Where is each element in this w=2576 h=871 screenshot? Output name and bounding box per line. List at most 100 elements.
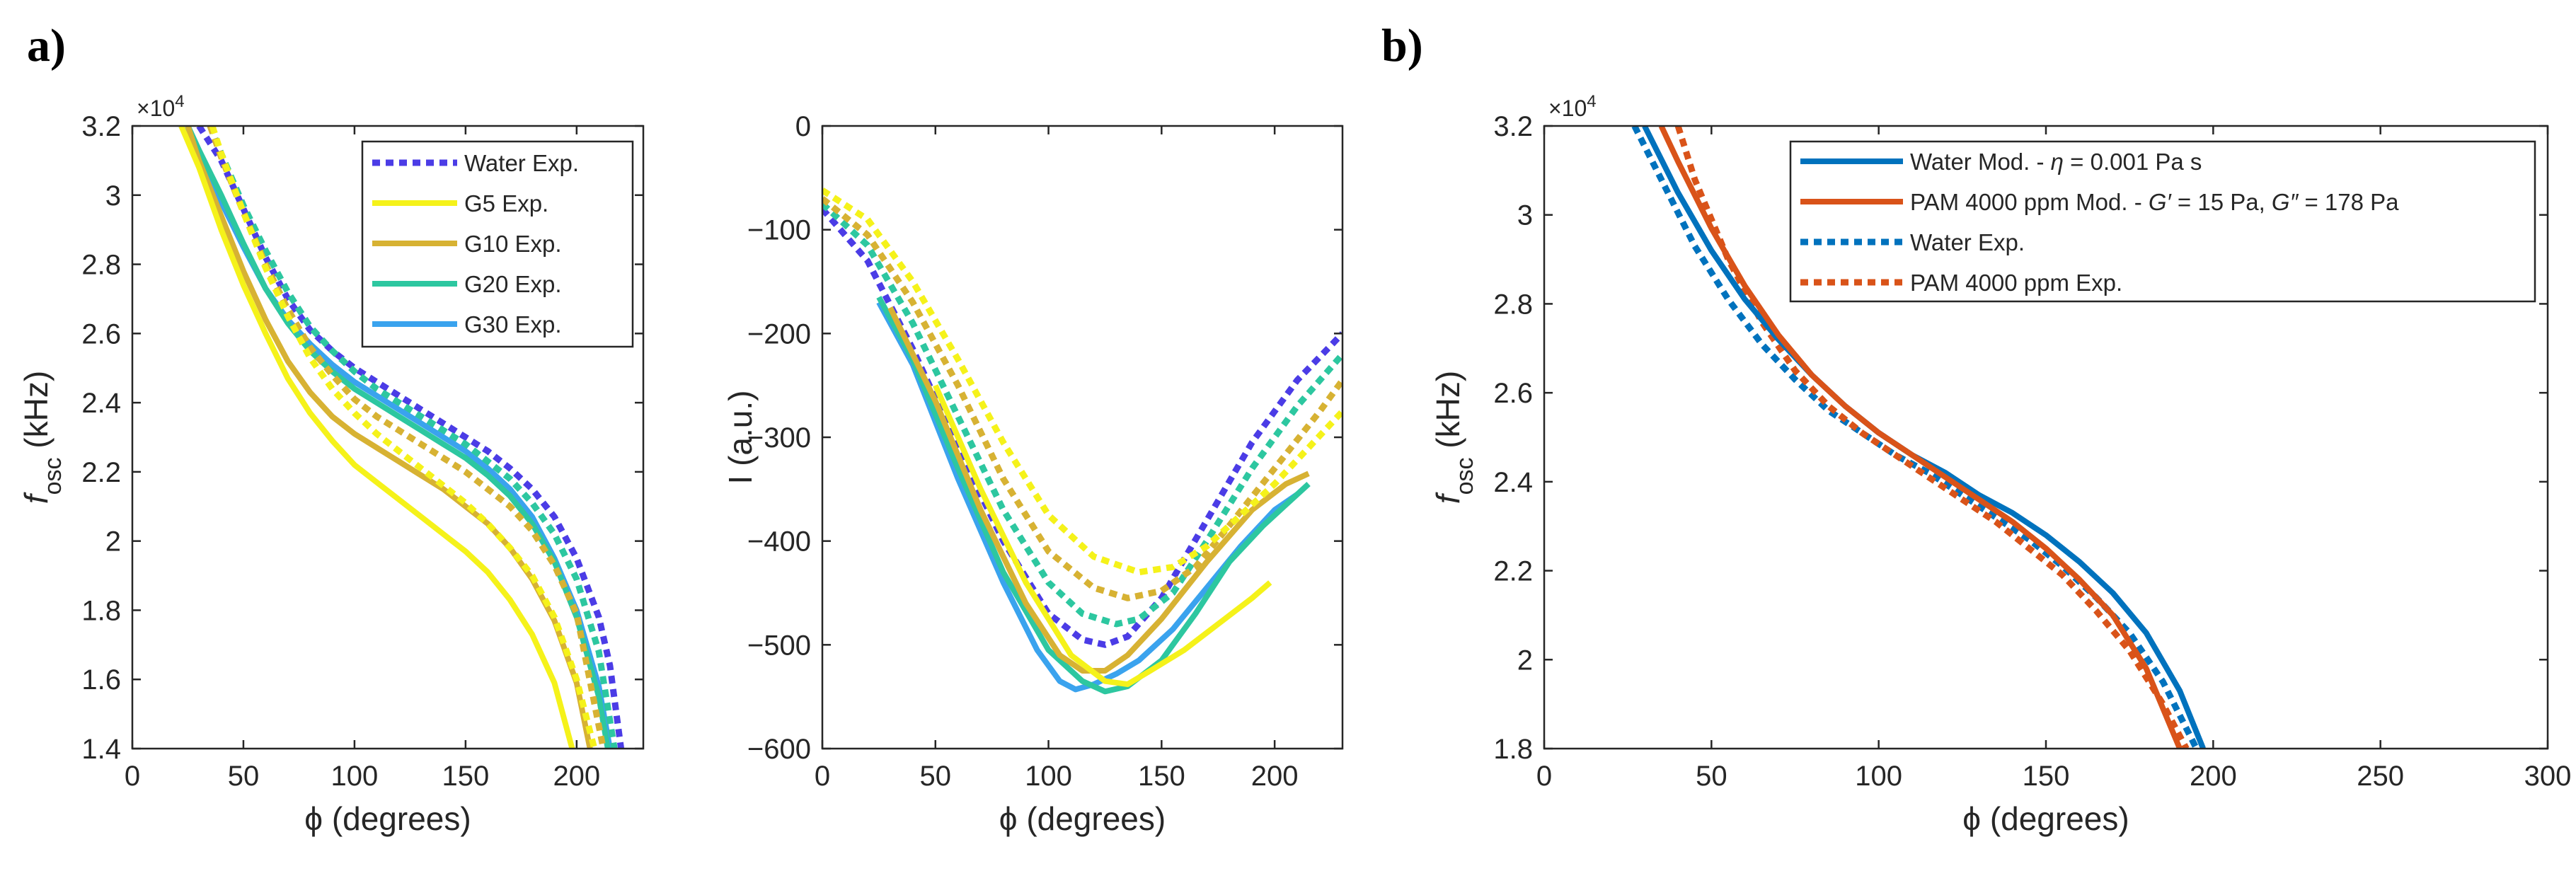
axes-box xyxy=(131,125,645,750)
legend-item-water-exp: Water Exp. xyxy=(372,150,579,176)
series-group xyxy=(1631,126,2206,749)
series-line-water-exp xyxy=(196,126,625,749)
x-tick-label: 250 xyxy=(2357,761,2404,792)
legend-label: PAM 4000 ppm Mod. - G′ = 15 Pa, G″ = 178… xyxy=(1910,189,2399,215)
y-tick-label: 2 xyxy=(1517,645,1533,676)
y-axis-exponent: ×104 xyxy=(1548,92,1597,122)
series-line-g5-exp xyxy=(178,126,575,749)
axes-box xyxy=(821,125,1344,750)
series-line-pam-4000-ppm-exp xyxy=(1674,126,2190,749)
legend-label: G30 Exp. xyxy=(464,311,562,338)
chart-frequency-vs-phase-glycerol: 0 50 100 150 200 1.4 1.6 1.8 2 2.2 2.4 2.6 2.8 3 3.2 ϕ … xyxy=(18,92,645,837)
y-tick-label: 2 xyxy=(105,526,121,558)
y-tick-label: 2.6 xyxy=(81,318,121,350)
y-axis-exponent-base: ×10 xyxy=(137,96,175,121)
x-axis-label: ϕ (degrees) xyxy=(304,800,471,837)
y-tick-label: 3.2 xyxy=(1493,111,1533,142)
series-line-g20-exp-dashed xyxy=(822,201,1342,628)
y-axis-exponent-power: 4 xyxy=(175,92,184,111)
series-group xyxy=(178,126,625,749)
y-tick-label: −400 xyxy=(747,526,811,558)
legend-label-value: = 178 Pa xyxy=(2298,189,2399,215)
y-axis-label-unit: (kHz) xyxy=(18,371,54,458)
legend-item-g5-exp: G5 Exp. xyxy=(372,190,548,217)
series-line-g5-exp xyxy=(933,384,1272,688)
legend-label-text: PAM 4000 ppm Exp. xyxy=(1910,270,2122,296)
y-axis-label: fosc (kHz) xyxy=(18,371,67,504)
legend-label: Water Exp. xyxy=(464,150,579,176)
legend-item-g10-exp: G10 Exp. xyxy=(372,231,562,257)
legend-item-pam-4000-ppm-mod: PAM 4000 ppm Mod. - G′ = 15 Pa, G″ = 178… xyxy=(1800,189,2399,215)
x-tick-label: 300 xyxy=(2524,761,2572,792)
y-tick-label: 1.8 xyxy=(81,595,121,626)
y-tick-label: 3.2 xyxy=(81,111,121,142)
y-tick-label: 2.8 xyxy=(81,250,121,281)
y-axis-label-symbol: f xyxy=(1430,492,1466,504)
legend: Water Exp. G5 Exp. G10 Exp. G20 Exp. G30 Exp… xyxy=(361,140,634,348)
y-axis-label: fosc (kHz) xyxy=(1430,371,1478,504)
y-tick-label: 1.6 xyxy=(81,664,121,696)
chart-frequency-vs-phase-pam: 0 50 100 150 200 250 300 1.8 2 2.2 2.4 2.6 2.8 3 3.2 ϕ … xyxy=(1430,92,2571,838)
legend-label-symbol: G′ xyxy=(2149,189,2173,215)
y-tick-label: 2.4 xyxy=(1493,467,1533,498)
y-tick-label: −500 xyxy=(747,630,811,661)
y-tick-label: −200 xyxy=(747,318,811,350)
chart-intensity-vs-phase: 0 50 100 150 200 −600 −500 −400 −300 −200 −100 0 ϕ (… xyxy=(722,111,1344,837)
y-axis-label-symbol: f xyxy=(18,492,54,504)
legend-label: Water Exp. xyxy=(1910,229,2025,255)
legend-label-value: = 15 Pa, xyxy=(2171,189,2272,215)
x-tick-label: 200 xyxy=(553,761,600,792)
series-line-g10-exp xyxy=(185,126,593,749)
y-axis-label-unit: (kHz) xyxy=(1430,371,1466,458)
series-line-g10-exp-dashed xyxy=(822,196,1342,601)
series-line-g10-exp xyxy=(887,306,1310,674)
legend-item-water-exp: Water Exp. xyxy=(1800,229,2025,255)
legend-label-text: PAM 4000 ppm Mod. - xyxy=(1910,189,2149,215)
x-tick-label: 0 xyxy=(1536,761,1552,792)
legend-label: Water Mod. - η = 0.001 Pa s xyxy=(1910,149,2202,175)
legend-item-g20-exp: G20 Exp. xyxy=(372,271,562,297)
y-axis-exponent-power: 4 xyxy=(1587,92,1596,111)
series-line-g5-exp-dashed xyxy=(822,188,1342,576)
y-tick-label: 2.8 xyxy=(1493,289,1533,320)
x-tick-label: 150 xyxy=(442,761,489,792)
panel-b-label: b) xyxy=(1381,20,1423,71)
x-tick-label: 100 xyxy=(331,761,379,792)
x-tick-label: 50 xyxy=(228,761,260,792)
y-tick-label: 3 xyxy=(105,180,121,212)
legend: Water Mod. - η = 0.001 Pa s PAM 4000 ppm … xyxy=(1789,140,2536,303)
y-tick-label: 2.2 xyxy=(1493,556,1533,587)
x-tick-label: 200 xyxy=(2190,761,2237,792)
y-axis-label-subscript: osc xyxy=(40,457,67,495)
y-axis-exponent: ×104 xyxy=(137,92,185,122)
y-tick-label: 3 xyxy=(1517,200,1533,231)
x-tick-label: 0 xyxy=(815,761,830,792)
y-tick-label: 0 xyxy=(795,111,811,142)
x-tick-label: 100 xyxy=(1025,761,1072,792)
legend-label-text: Water Exp. xyxy=(1910,229,2025,255)
x-tick-label: 200 xyxy=(1251,761,1299,792)
series-line-water-exp xyxy=(822,207,1342,648)
y-axis-label: I (a.u.) xyxy=(722,391,759,485)
legend-label-symbol: η xyxy=(2051,149,2064,175)
x-axis-label: ϕ (degrees) xyxy=(999,800,1166,837)
legend-item-g30-exp: G30 Exp. xyxy=(372,311,562,338)
legend-label-text: Water Mod. - xyxy=(1910,149,2051,175)
legend-item-pam-4000-ppm-exp: PAM 4000 ppm Exp. xyxy=(1800,270,2122,296)
y-tick-label: −600 xyxy=(747,734,811,765)
legend-box xyxy=(1789,140,2536,303)
legend-label-value: = 0.001 Pa s xyxy=(2064,149,2202,175)
y-tick-label: −100 xyxy=(747,215,811,246)
x-axis-label: ϕ (degrees) xyxy=(1962,800,2129,837)
x-tick-label: 150 xyxy=(2023,761,2070,792)
y-tick-label: 1.8 xyxy=(1493,734,1533,765)
y-tick-label: 2.2 xyxy=(81,457,121,488)
series-line-pam-4000-ppm-mod xyxy=(1658,126,2183,749)
y-tick-label: 2.6 xyxy=(1493,378,1533,409)
x-tick-label: 0 xyxy=(125,761,140,792)
legend-label: G20 Exp. xyxy=(464,271,562,297)
series-group xyxy=(822,188,1342,695)
x-tick-label: 100 xyxy=(1855,761,1902,792)
x-tick-label: 50 xyxy=(920,761,952,792)
